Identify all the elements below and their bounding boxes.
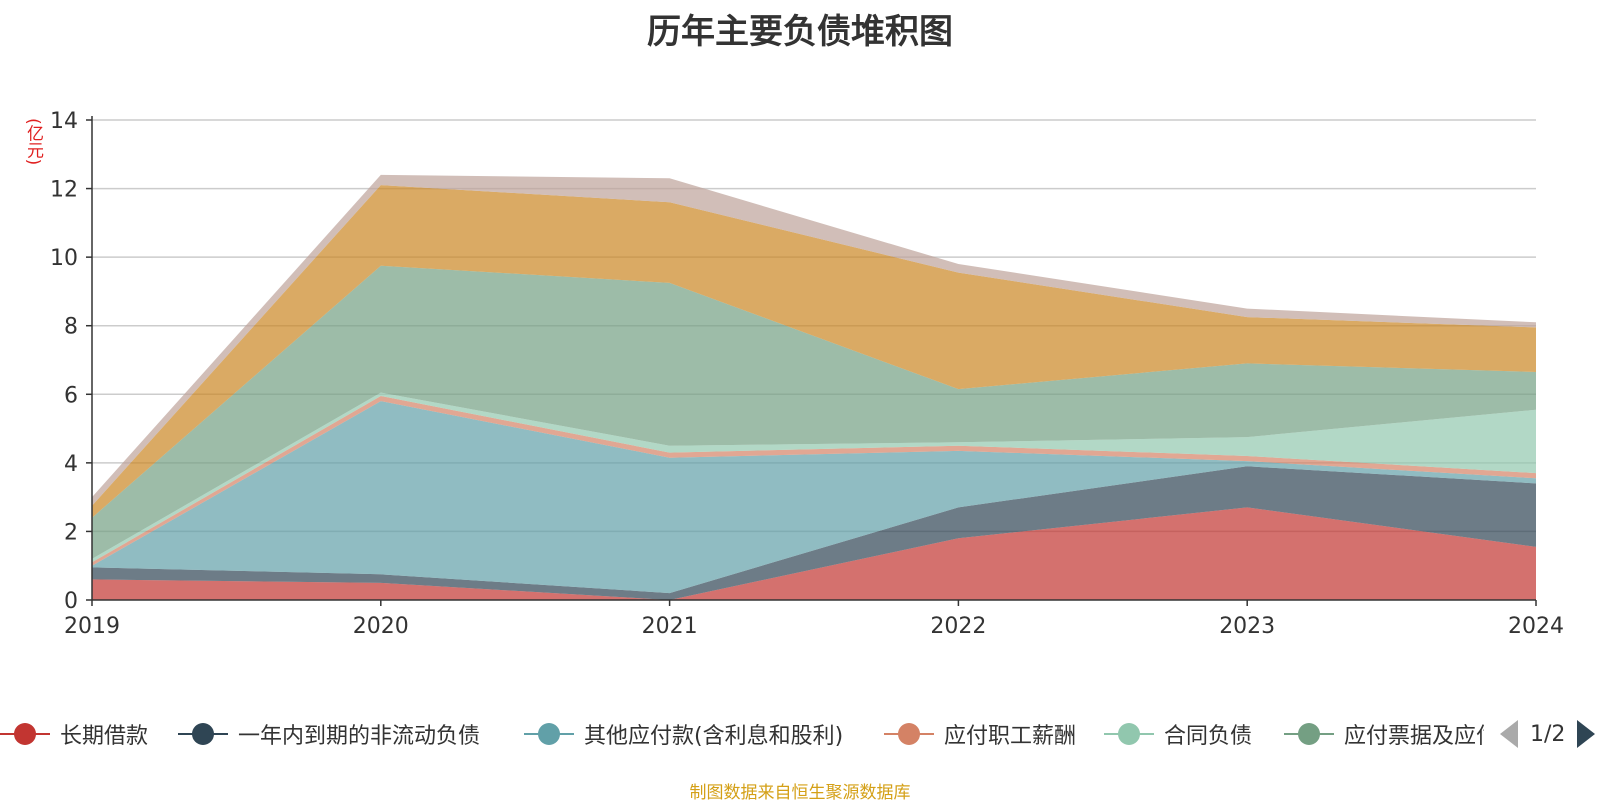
legend-item[interactable]: 合同负债 (1104, 712, 1252, 756)
legend-item[interactable]: 一年内到期的非流动负债 (178, 712, 480, 756)
x-tick-label: 2023 (1219, 614, 1275, 639)
legend-items-viewport: 长期借款 一年内到期的非流动负债 其他应付款(含利息和股利) 应付职工薪酬 合同负债 应付… (0, 712, 1484, 756)
y-tick-label: 12 (50, 178, 78, 203)
legend-item-label: 长期借款 (60, 724, 149, 749)
x-tick-label: 2019 (64, 614, 120, 639)
legend-next-page-icon[interactable] (1577, 720, 1596, 748)
x-tick-label: 2024 (1508, 614, 1564, 639)
legend-pager: 1/2 (1500, 712, 1596, 756)
legend-item-label: 应付职工薪酬 (944, 724, 1077, 749)
legend-item-label: 一年内到期的非流动负债 (238, 724, 481, 749)
y-tick-label: 10 (50, 246, 78, 271)
data-source-footer: 制图数据来自恒生聚源数据库 (689, 783, 911, 803)
y-axis-unit-label: (亿元) (23, 118, 43, 166)
area-series-1 (92, 466, 1536, 600)
axes: 0 2 4 6 8 10 12 14 2019 2020 2021 2022 2023 2024 (50, 109, 1564, 639)
legend: 长期借款 一年内到期的非流动负债 其他应付款(含利息和股利) 应付职工薪酬 合同负债 应付… (0, 712, 1600, 756)
chart-title: 历年主要负债堆积图 (647, 12, 953, 52)
legend-item-label: 其他应付款(含利息和股利) (584, 724, 844, 749)
legend-marker-icon (524, 722, 574, 746)
area-series-2 (92, 401, 1536, 594)
area-series-6 (92, 185, 1536, 518)
x-tick-label: 2021 (642, 614, 698, 639)
legend-item-label: 应付票据及应付账款 (1344, 724, 1484, 749)
y-tick-label: 8 (64, 315, 78, 340)
y-tick-label: 6 (64, 383, 78, 408)
legend-item[interactable]: 长期借款 (0, 712, 148, 756)
legend-marker-icon (1284, 722, 1334, 746)
legend-marker-icon (884, 722, 934, 746)
legend-marker-icon (178, 722, 228, 746)
area-series-5 (92, 265, 1536, 559)
legend-item[interactable]: 其他应付款(含利息和股利) (524, 712, 843, 756)
legend-prev-page-icon[interactable] (1500, 720, 1518, 748)
y-tick-label: 0 (64, 589, 78, 614)
legend-marker-icon (0, 722, 50, 746)
x-tick-label: 2020 (353, 614, 409, 639)
area-series-0 (92, 507, 1536, 600)
legend-item[interactable]: 应付职工薪酬 (884, 712, 1076, 756)
legend-marker-icon (1104, 722, 1154, 746)
legend-page-indicator: 1/2 (1530, 721, 1566, 747)
x-tick-label: 2022 (930, 614, 986, 639)
y-tick-label: 14 (50, 109, 78, 134)
y-tick-label: 4 (64, 452, 78, 477)
legend-item[interactable]: 应付票据及应付账款 (1284, 712, 1484, 756)
stacked-area-chart: 0 2 4 6 8 10 12 14 2019 2020 2021 2022 2023 2024 (50, 109, 1564, 639)
y-tick-label: 2 (64, 520, 78, 545)
legend-item-label: 合同负债 (1164, 724, 1253, 749)
area-series-group (92, 174, 1536, 600)
